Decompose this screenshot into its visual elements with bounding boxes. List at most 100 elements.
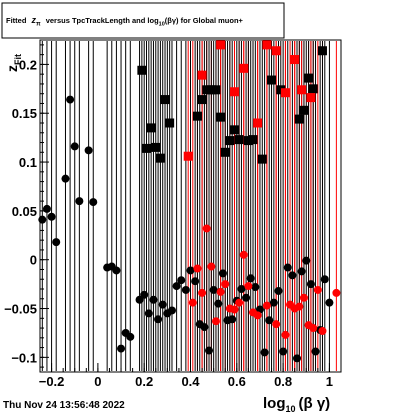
data-point-circle <box>70 142 79 151</box>
data-point-circle <box>274 286 283 295</box>
data-point-square <box>206 85 216 95</box>
data-point-square <box>142 143 152 153</box>
y-tick-label: 0 <box>30 253 37 268</box>
data-point-circle <box>265 316 274 325</box>
data-point-circle <box>295 302 304 311</box>
data-point-circle <box>61 174 70 183</box>
data-point-square <box>216 112 226 122</box>
data-point-circle <box>269 298 278 307</box>
data-point-circle <box>318 326 327 335</box>
data-point-circle <box>191 277 200 286</box>
x-tick-label: 0.4 <box>181 374 200 389</box>
x-axis-title: log10 (β γ) <box>263 395 330 414</box>
data-point-square <box>317 46 327 56</box>
data-point-circle <box>42 204 51 213</box>
data-point-square <box>297 85 307 95</box>
data-point-circle <box>209 285 218 294</box>
data-point-circle <box>172 282 181 291</box>
data-point-square <box>202 85 212 95</box>
data-point-square <box>280 88 290 98</box>
data-point-square <box>216 40 226 50</box>
data-point-circle <box>297 267 306 276</box>
data-point-circle <box>332 288 341 297</box>
x-tick-label: 1 <box>326 374 333 389</box>
data-point-circle <box>117 344 126 353</box>
data-point-square <box>271 46 281 56</box>
data-point-circle <box>66 95 75 104</box>
x-tick-labels: −0.2 0 0.2 0.4 0.6 0.8 1 <box>39 374 333 389</box>
data-point-square <box>229 125 239 135</box>
data-point-circle <box>246 274 255 283</box>
data-point-square <box>248 135 258 145</box>
data-point-square <box>192 111 202 121</box>
data-point-square <box>276 85 286 95</box>
data-point-square <box>220 147 230 157</box>
x-tick-label: 0.8 <box>274 374 292 389</box>
data-point-square <box>225 136 235 146</box>
y-axis-title: zFit <box>4 54 23 72</box>
data-point-circle <box>230 305 239 314</box>
data-point-square <box>234 135 244 145</box>
data-point-circle <box>281 330 290 339</box>
data-point-circle <box>149 295 158 304</box>
data-point-circle <box>188 298 197 307</box>
data-point-square <box>306 93 316 103</box>
data-point-circle <box>260 348 269 357</box>
x-tick-label: 0.6 <box>228 374 246 389</box>
y-tick-label: −0.1 <box>11 350 37 365</box>
y-tick-label: 0.05 <box>12 204 37 219</box>
x-tick-label: −0.2 <box>39 374 65 389</box>
data-point-circle <box>140 290 149 299</box>
data-point-circle <box>205 346 214 355</box>
data-point-square <box>137 65 147 75</box>
data-point-circle <box>167 306 176 315</box>
data-point-circle <box>244 282 253 291</box>
data-point-circle <box>193 264 202 273</box>
data-point-circle <box>313 285 322 294</box>
data-point-circle <box>251 283 260 292</box>
data-point-circle <box>144 309 153 318</box>
data-point-circle <box>279 347 288 356</box>
data-point-square <box>290 55 300 65</box>
y-tick-label: 0.1 <box>19 155 37 170</box>
markers <box>38 40 341 363</box>
data-point-circle <box>325 298 334 307</box>
data-point-square <box>299 105 309 115</box>
data-point-circle <box>214 299 223 308</box>
data-point-circle <box>154 315 163 324</box>
data-point-square <box>160 95 170 105</box>
x-tick-label: 0 <box>94 374 101 389</box>
data-point-circle <box>211 317 220 326</box>
data-point-square <box>257 154 267 164</box>
axis-ticks <box>39 44 342 372</box>
data-point-square <box>229 87 239 97</box>
data-point-circle <box>216 287 225 296</box>
data-point-circle <box>221 280 230 289</box>
chart-title: Fitted zπ versus TpcTrackLength and log1… <box>6 15 244 28</box>
data-point-square <box>165 118 175 128</box>
data-point-circle <box>177 276 186 285</box>
data-point-square <box>211 85 221 95</box>
data-point-square <box>267 75 277 85</box>
data-point-square <box>253 118 263 128</box>
y-tick-label: −0.05 <box>4 302 37 317</box>
data-point-square <box>243 136 253 146</box>
data-point-square <box>197 70 207 80</box>
data-point-circle <box>309 324 318 333</box>
data-point-circle <box>200 323 209 332</box>
data-point-square <box>262 40 272 50</box>
data-point-circle <box>202 224 211 233</box>
data-point-circle <box>47 212 56 221</box>
data-point-circle <box>228 315 237 324</box>
data-point-circle <box>84 146 93 155</box>
data-point-circle <box>262 301 271 310</box>
data-point-square <box>239 63 249 73</box>
data-point-circle <box>186 266 195 275</box>
data-point-circle <box>75 197 84 206</box>
data-point-square <box>294 114 304 124</box>
data-point-circle <box>242 293 251 302</box>
x-tick-label: 0.2 <box>135 374 153 389</box>
data-point-square <box>197 95 207 105</box>
data-point-circle <box>181 285 190 294</box>
